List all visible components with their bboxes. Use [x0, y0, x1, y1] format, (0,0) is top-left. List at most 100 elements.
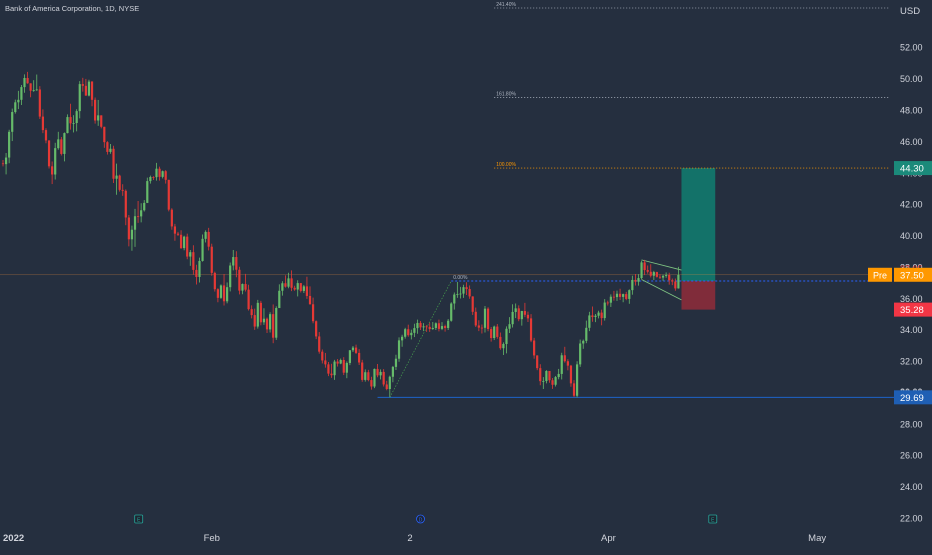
- chart-title: Bank of America Corporation, 1D, NYSE: [5, 4, 140, 13]
- candle-body: [348, 350, 352, 363]
- candle-body: [422, 326, 425, 328]
- trend-line: [389, 280, 452, 398]
- candle-body: [508, 324, 511, 329]
- candle-body: [367, 372, 370, 381]
- candle-body: [652, 272, 655, 276]
- candle-body: [490, 329, 493, 339]
- candle-body: [183, 236, 186, 249]
- candle-body: [548, 370, 551, 381]
- candle-body: [533, 340, 536, 356]
- candle-body: [588, 315, 591, 328]
- candle-body: [241, 284, 244, 291]
- candle-body: [437, 323, 441, 329]
- candle-body: [536, 355, 539, 369]
- candle-body: [124, 190, 127, 218]
- candle-body: [493, 326, 496, 339]
- candle-body: [66, 117, 69, 134]
- candle-body: [376, 368, 379, 376]
- candle-body: [496, 326, 499, 337]
- candle-body: [127, 217, 130, 240]
- candle-body: [268, 314, 272, 330]
- candle-body: [634, 279, 637, 282]
- candle-body: [410, 332, 413, 336]
- candle-body: [591, 315, 594, 317]
- candle-body: [109, 148, 112, 152]
- candle-body: [281, 283, 284, 291]
- candle-body: [563, 355, 566, 362]
- dividend-icon: [416, 514, 425, 524]
- candle-body: [603, 302, 606, 319]
- currency-label: USD: [900, 6, 920, 17]
- candle-body: [459, 293, 462, 295]
- candle-body: [235, 257, 238, 270]
- candle-body: [94, 99, 97, 121]
- channel-line: [641, 279, 682, 301]
- candle-body: [305, 286, 309, 296]
- candle-body: [20, 87, 23, 100]
- candle-body: [677, 274, 680, 289]
- candle-body: [265, 318, 269, 330]
- target-price-label-bg: [894, 161, 932, 176]
- y-tick-label: 48.00: [900, 106, 923, 116]
- candle-body: [462, 287, 465, 294]
- candle-body: [311, 304, 315, 322]
- candle-body: [327, 364, 330, 374]
- candle-body: [585, 327, 588, 341]
- candle-body: [1, 163, 5, 165]
- candle-body: [545, 370, 548, 382]
- candle-body: [333, 361, 336, 376]
- candle-body: [474, 311, 477, 326]
- candle-body: [272, 314, 275, 338]
- candle-body: [391, 366, 394, 377]
- event-label: D: [419, 518, 423, 524]
- y-tick-label: 40.00: [900, 231, 923, 241]
- candle-body: [351, 347, 355, 351]
- candle-body: [539, 368, 542, 382]
- candle-body: [582, 340, 585, 344]
- candle-body: [176, 233, 180, 235]
- candle-body: [631, 279, 634, 291]
- candle-body: [514, 308, 517, 312]
- candle-body: [173, 226, 177, 234]
- candle-body: [63, 133, 66, 154]
- candle-body: [649, 271, 652, 276]
- candle-body: [229, 265, 232, 288]
- y-tick-label: 32.00: [900, 357, 923, 367]
- candle-body: [136, 216, 140, 218]
- channel-line: [641, 259, 682, 271]
- candle-body: [440, 326, 444, 329]
- pre-tag: Pre: [873, 270, 887, 280]
- candle-body: [97, 115, 100, 121]
- candle-body: [17, 99, 20, 103]
- candle-body: [222, 285, 226, 302]
- candle-body: [47, 140, 51, 167]
- candle-body: [661, 275, 665, 278]
- y-tick-label: 52.00: [900, 43, 923, 53]
- candle-body: [361, 362, 364, 380]
- candle-body: [198, 260, 201, 277]
- fib-label: 0.00%: [453, 275, 468, 281]
- candle-body: [308, 295, 312, 305]
- candle-body: [407, 329, 410, 336]
- candle-body: [465, 287, 468, 290]
- candle-body: [140, 210, 143, 217]
- candle-body: [450, 303, 453, 321]
- candle-body: [318, 336, 321, 352]
- candle-body: [226, 287, 229, 302]
- stop-price-label-bg: [894, 302, 932, 317]
- candle-body: [213, 272, 216, 290]
- candle-body: [385, 384, 388, 390]
- earnings-icon: [708, 514, 718, 524]
- event-label: E: [711, 518, 715, 524]
- candle-body: [170, 209, 173, 227]
- fib-label: 161.80%: [496, 91, 516, 97]
- candle-body: [526, 314, 530, 319]
- candle-body: [155, 168, 158, 178]
- candle-body: [152, 177, 155, 178]
- candle-body: [253, 315, 256, 327]
- candle-body: [133, 216, 137, 230]
- candle-body: [41, 116, 45, 131]
- x-tick-label: 2022: [3, 533, 24, 544]
- candle-body: [471, 296, 474, 312]
